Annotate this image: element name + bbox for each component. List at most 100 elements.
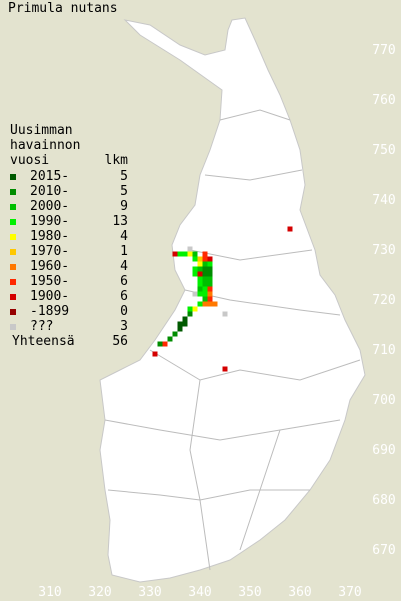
legend-header: Uusimman bbox=[10, 123, 73, 138]
x-tick-label: 330 bbox=[138, 585, 161, 600]
legend-label: 1980- bbox=[30, 229, 69, 244]
grid-square bbox=[202, 301, 208, 307]
grid-square bbox=[202, 281, 208, 287]
grid-square bbox=[197, 256, 203, 262]
legend-count: 5 bbox=[120, 184, 128, 199]
legend-swatch bbox=[10, 249, 16, 255]
legend-swatch bbox=[10, 324, 16, 330]
legend-count: 6 bbox=[120, 274, 128, 289]
y-tick-label: 710 bbox=[372, 343, 395, 358]
grid-square bbox=[202, 276, 208, 282]
legend-swatch bbox=[10, 309, 16, 315]
y-tick-label: 730 bbox=[372, 243, 395, 258]
y-tick-label: 770 bbox=[372, 43, 395, 58]
grid-square bbox=[177, 321, 183, 327]
total-label: Yhteensä bbox=[12, 334, 75, 349]
grid-square bbox=[202, 271, 208, 277]
legend-label: 2015- bbox=[30, 169, 69, 184]
y-tick-label: 750 bbox=[372, 143, 395, 158]
grid-square bbox=[177, 251, 183, 257]
grid-square bbox=[202, 251, 208, 257]
legend-label: ??? bbox=[30, 319, 53, 334]
grid-square bbox=[222, 311, 228, 317]
grid-square bbox=[192, 256, 198, 262]
grid-square bbox=[197, 271, 203, 277]
total-count: 56 bbox=[112, 334, 128, 349]
legend-count: 3 bbox=[120, 319, 128, 334]
grid-square bbox=[207, 296, 213, 302]
grid-square bbox=[187, 306, 193, 312]
legend-count-header: lkm bbox=[105, 153, 129, 168]
grid-square bbox=[207, 301, 213, 307]
grid-square bbox=[167, 336, 173, 342]
grid-square bbox=[202, 256, 208, 262]
grid-square bbox=[162, 341, 168, 347]
grid-square bbox=[152, 351, 158, 357]
legend-swatch bbox=[10, 294, 16, 300]
x-tick-label: 310 bbox=[38, 585, 61, 600]
legend-label: 1950- bbox=[30, 274, 69, 289]
grid-square bbox=[197, 301, 203, 307]
grid-square bbox=[187, 251, 193, 257]
y-tick-label: 740 bbox=[372, 193, 395, 208]
grid-square bbox=[202, 286, 208, 292]
grid-square bbox=[192, 271, 198, 277]
grid-square bbox=[197, 286, 203, 292]
y-tick-label: 670 bbox=[372, 543, 395, 558]
grid-square bbox=[187, 246, 193, 252]
grid-square bbox=[157, 341, 163, 347]
title: Primula nutans bbox=[8, 1, 118, 16]
legend-count: 13 bbox=[112, 214, 128, 229]
grid-square bbox=[182, 321, 188, 327]
grid-square bbox=[202, 266, 208, 272]
legend-count: 5 bbox=[120, 169, 128, 184]
grid-square bbox=[182, 316, 188, 322]
legend-header: havainnon bbox=[10, 138, 80, 153]
legend-count: 6 bbox=[120, 289, 128, 304]
x-tick-label: 370 bbox=[338, 585, 361, 600]
grid-square bbox=[197, 281, 203, 287]
legend-label: -1899 bbox=[30, 304, 69, 319]
grid-square bbox=[192, 266, 198, 272]
legend-label: 1900- bbox=[30, 289, 69, 304]
legend-count: 1 bbox=[120, 244, 128, 259]
legend-swatch bbox=[10, 204, 16, 210]
grid-square bbox=[202, 261, 208, 267]
grid-square bbox=[207, 271, 213, 277]
grid-square bbox=[222, 366, 228, 372]
y-tick-label: 690 bbox=[372, 443, 395, 458]
legend-count: 4 bbox=[120, 229, 128, 244]
grid-square bbox=[197, 291, 203, 297]
x-tick-label: 320 bbox=[88, 585, 111, 600]
legend-label: 1970- bbox=[30, 244, 69, 259]
grid-square bbox=[197, 276, 203, 282]
grid-square bbox=[207, 281, 213, 287]
grid-square bbox=[207, 276, 213, 282]
grid-square bbox=[212, 301, 218, 307]
y-tick-label: 680 bbox=[372, 493, 395, 508]
grid-square bbox=[197, 261, 203, 267]
legend-count: 9 bbox=[120, 199, 128, 214]
grid-square bbox=[192, 306, 198, 312]
grid-square bbox=[207, 256, 213, 262]
legend-label: 1990- bbox=[30, 214, 69, 229]
legend-label: 1960- bbox=[30, 259, 69, 274]
grid-square bbox=[207, 266, 213, 272]
legend-swatch bbox=[10, 219, 16, 225]
x-tick-label: 340 bbox=[188, 585, 211, 600]
legend-count: 4 bbox=[120, 259, 128, 274]
legend-swatch bbox=[10, 279, 16, 285]
grid-square bbox=[207, 261, 213, 267]
y-tick-label: 700 bbox=[372, 393, 395, 408]
grid-square bbox=[182, 251, 188, 257]
legend-swatch bbox=[10, 189, 16, 195]
legend-label: 2000- bbox=[30, 199, 69, 214]
grid-square bbox=[207, 291, 213, 297]
y-tick-label: 720 bbox=[372, 293, 395, 308]
legend-count: 0 bbox=[120, 304, 128, 319]
grid-square bbox=[197, 266, 203, 272]
grid-square bbox=[192, 291, 198, 297]
legend-swatch bbox=[10, 234, 16, 240]
